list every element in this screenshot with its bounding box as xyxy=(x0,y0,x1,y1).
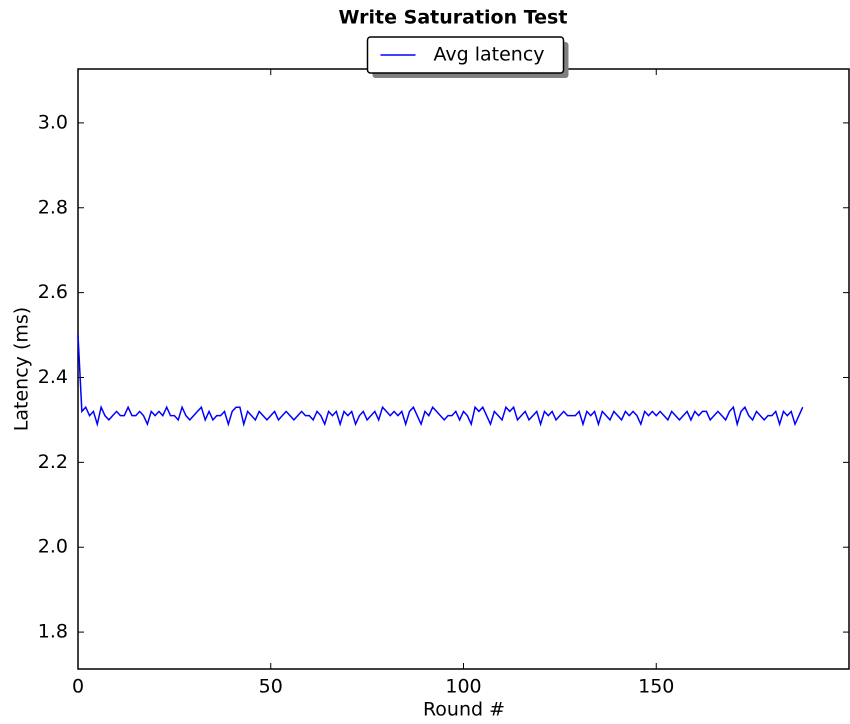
x-tick-label: 100 xyxy=(445,676,481,698)
data-line xyxy=(77,335,804,428)
x-tick-label: 50 xyxy=(259,676,283,698)
x-tick-label: 150 xyxy=(638,676,674,698)
y-tick-label: 1.8 xyxy=(38,621,68,643)
x-axis-label: Round # xyxy=(423,699,505,721)
y-tick-label: 2.6 xyxy=(38,281,68,303)
x-tick-label: 0 xyxy=(72,676,84,698)
legend-box xyxy=(366,36,565,74)
y-tick-label: 3.0 xyxy=(38,111,68,133)
y-tick-label: 2.4 xyxy=(38,366,68,388)
legend-label: Avg latency xyxy=(434,44,545,66)
chart-title: Write Saturation Test xyxy=(339,7,568,29)
y-tick-label: 2.2 xyxy=(38,451,68,473)
y-axis-label: Latency (ms) xyxy=(11,307,33,431)
y-tick-label: 2.8 xyxy=(38,196,68,218)
y-tick-label: 2.0 xyxy=(38,536,68,558)
plot-frame xyxy=(77,68,850,670)
